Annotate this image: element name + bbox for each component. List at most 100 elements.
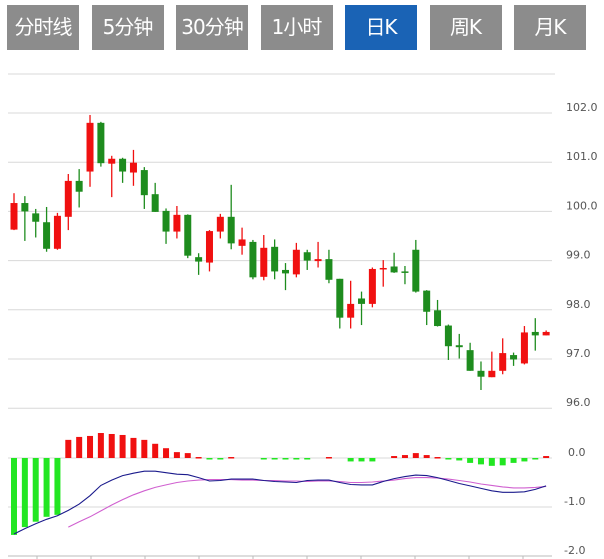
macd-bar	[87, 435, 94, 458]
macd-bar	[521, 458, 528, 462]
candle-up	[173, 214, 181, 232]
candle-down	[271, 246, 279, 272]
tab-6[interactable]: 月K	[514, 5, 586, 50]
candle-up	[64, 180, 72, 217]
candle-down	[455, 345, 463, 348]
macd-bar	[152, 443, 159, 458]
macd-bar	[467, 458, 474, 463]
macd-bar	[510, 458, 517, 463]
candle-up	[542, 331, 550, 336]
candle-up	[129, 162, 137, 173]
price-tick-label: 102.0	[566, 101, 598, 114]
candle-down	[195, 257, 203, 262]
candle-up	[216, 216, 224, 232]
macd-bar	[184, 453, 191, 458]
price-tick-label: 100.0	[566, 199, 598, 212]
macd-bar	[76, 436, 83, 458]
candle-down	[444, 325, 452, 347]
macd-bar	[217, 458, 224, 460]
candle-up	[379, 267, 387, 270]
macd-bar	[412, 453, 419, 458]
candle-up	[10, 203, 18, 230]
macd-bar	[358, 458, 365, 462]
candle-down	[434, 310, 442, 327]
macd-bar	[206, 458, 213, 460]
candle-down	[531, 331, 539, 336]
candle-up	[260, 247, 268, 277]
price-tick-label: 101.0	[566, 150, 598, 163]
tab-5[interactable]: 周K	[429, 5, 502, 50]
macd-bar	[54, 458, 61, 515]
macd-bar	[532, 458, 539, 460]
macd-bar	[391, 456, 398, 458]
candle-down	[303, 252, 311, 261]
candle-down	[97, 122, 105, 164]
macd-bar	[293, 458, 300, 460]
macd-bar	[173, 452, 180, 458]
macd-bar	[347, 458, 354, 462]
macd-bar	[488, 458, 495, 466]
candle-up	[238, 239, 246, 246]
macd-bar	[130, 437, 137, 458]
candle-up	[520, 332, 528, 364]
candle-down	[477, 370, 485, 377]
macd-tick-label: -1.0	[564, 495, 585, 508]
candle-down	[140, 170, 148, 196]
candle-down	[119, 158, 127, 172]
tab-3[interactable]: 1小时	[260, 5, 333, 50]
macd-bar	[195, 457, 202, 459]
candle-down	[423, 290, 431, 312]
macd-tick-label: -2.0	[564, 544, 585, 557]
macd-bar	[456, 458, 463, 461]
candle-down	[412, 249, 420, 292]
candle-up	[86, 122, 94, 172]
candle-down	[325, 259, 333, 280]
candle-down	[227, 216, 235, 244]
tab-0[interactable]: 分时线	[7, 5, 79, 50]
macd-bar	[119, 434, 126, 458]
candle-up	[368, 268, 376, 304]
candle-down	[358, 298, 366, 304]
candle-down	[390, 266, 398, 273]
macd-bar	[369, 458, 376, 462]
candle-down	[21, 203, 29, 212]
price-tick-label: 97.0	[566, 347, 591, 360]
dif-line	[13, 470, 547, 535]
macd-bar	[97, 433, 104, 458]
dea-line	[68, 477, 547, 528]
macd-bar	[141, 439, 148, 458]
macd-bar	[65, 439, 72, 458]
macd-bar	[260, 458, 267, 460]
macd-bar	[282, 458, 289, 460]
price-tick-label: 96.0	[566, 396, 591, 409]
candle-down	[249, 241, 257, 278]
candle-down	[75, 180, 83, 192]
macd-bar	[543, 456, 550, 458]
price-tick-label: 99.0	[566, 249, 591, 262]
tab-2[interactable]: 30分钟	[176, 5, 248, 50]
macd-bar	[163, 448, 170, 458]
tab-1[interactable]: 5分钟	[91, 5, 164, 50]
candle-down	[151, 194, 159, 212]
candle-down	[43, 222, 51, 249]
macd-bar	[304, 458, 311, 460]
tab-4[interactable]: 日K	[345, 5, 417, 50]
macd-bar	[228, 457, 235, 459]
candle-up	[108, 158, 116, 164]
macd-bar	[32, 458, 39, 522]
candle-up	[292, 249, 300, 275]
macd-tick-label: 0.0	[568, 446, 586, 459]
price-tick-label: 98.0	[566, 298, 591, 311]
macd-bar	[108, 433, 115, 458]
candle-down	[336, 278, 344, 318]
macd-bar	[499, 458, 506, 466]
candle-up	[205, 231, 213, 263]
candle-down	[510, 355, 518, 360]
candle-down	[184, 214, 192, 256]
macd-bar	[401, 455, 408, 458]
candle-down	[162, 210, 170, 232]
macd-bar	[43, 458, 50, 517]
macd-bar	[477, 458, 484, 465]
candle-up	[499, 353, 507, 371]
